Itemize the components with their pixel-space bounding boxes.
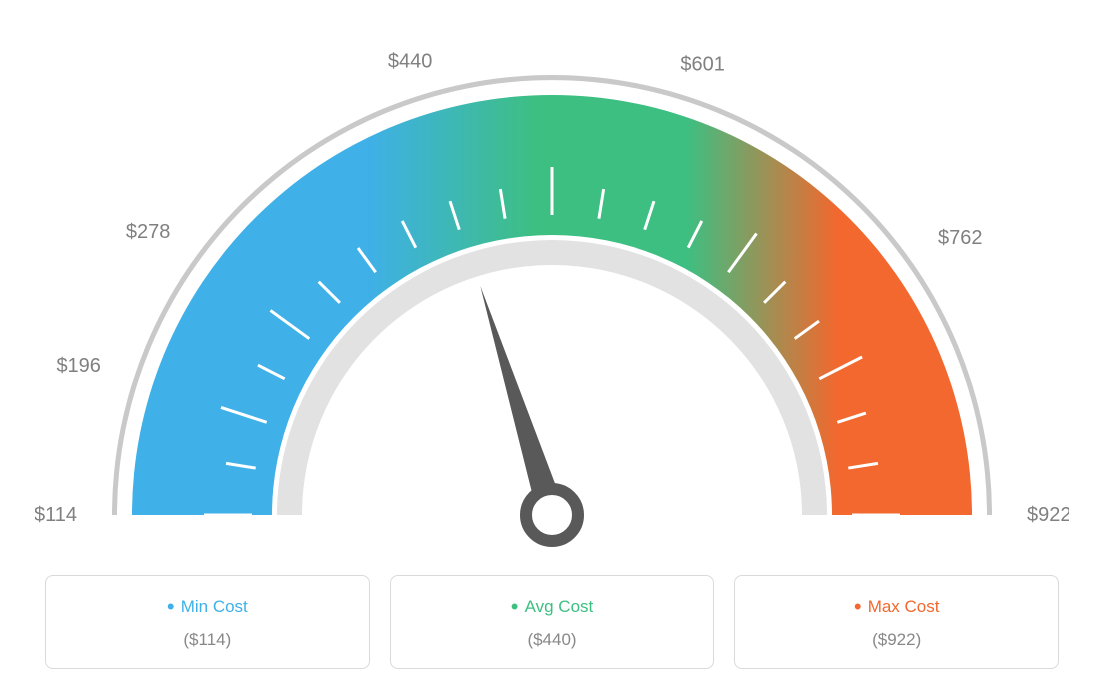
legend-avg-label: Avg Cost — [401, 594, 704, 620]
legend-max-label: Max Cost — [745, 594, 1048, 620]
tick-label: $922 — [1027, 504, 1069, 526]
legend-min-value: ($114) — [56, 630, 359, 650]
gauge-arc — [132, 95, 972, 515]
tick-label: $278 — [126, 221, 171, 243]
needle-hub — [526, 489, 578, 541]
gauge-svg: $114 $196 $278 $440 $601 $762 $922 — [35, 25, 1069, 565]
tick-label: $762 — [938, 227, 983, 249]
tick-label: $114 — [35, 504, 77, 526]
legend: Min Cost ($114) Avg Cost ($440) Max Cost… — [35, 575, 1069, 669]
legend-avg: Avg Cost ($440) — [390, 575, 715, 669]
legend-min: Min Cost ($114) — [45, 575, 370, 669]
tick-label: $440 — [388, 51, 433, 73]
legend-max: Max Cost ($922) — [734, 575, 1059, 669]
legend-avg-value: ($440) — [401, 630, 704, 650]
tick-label: $196 — [56, 355, 101, 377]
gauge-chart-container: $114 $196 $278 $440 $601 $762 $922 Min Cost ($… — [0, 0, 1104, 690]
gauge-area: $114 $196 $278 $440 $601 $762 $922 — [35, 25, 1069, 565]
legend-min-label: Min Cost — [56, 594, 359, 620]
tick-label: $601 — [680, 54, 725, 76]
legend-max-value: ($922) — [745, 630, 1048, 650]
